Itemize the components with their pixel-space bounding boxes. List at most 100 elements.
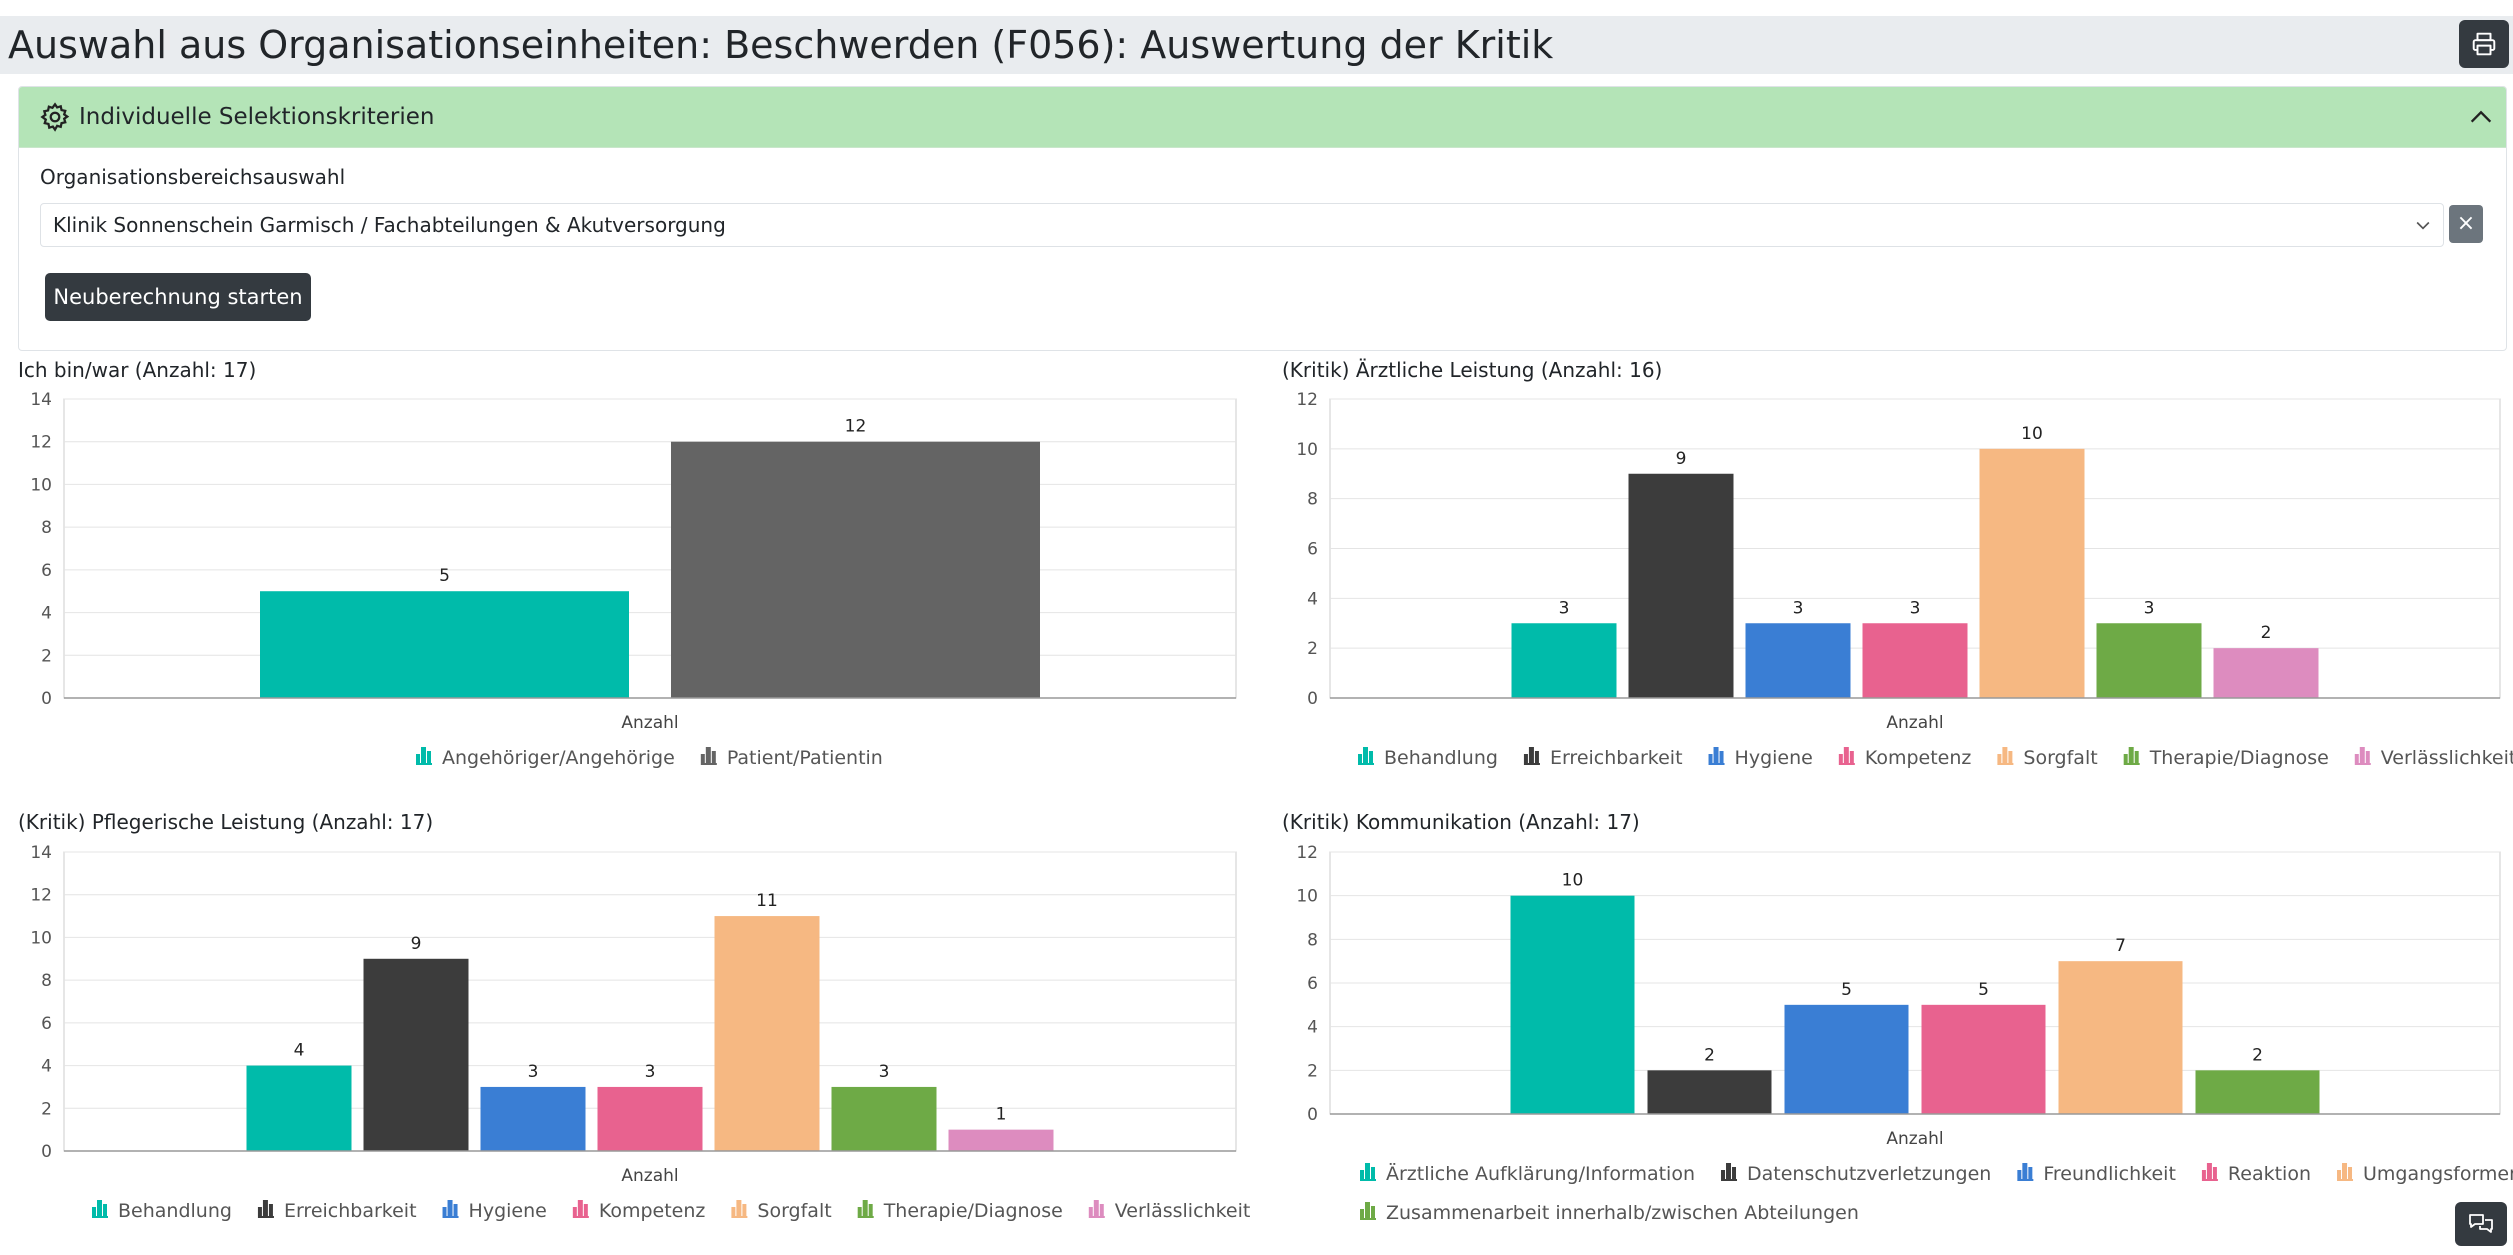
- page-title: Auswahl aus Organisationseinheiten: Besc…: [8, 23, 1554, 67]
- bar[interactable]: [260, 591, 629, 698]
- legend-item[interactable]: Patient/Patientin: [700, 747, 883, 769]
- bar-value-label: 4: [294, 1041, 305, 1061]
- legend-label: Patient/Patientin: [727, 747, 883, 769]
- legend-label: Erreichbarkeit: [1550, 747, 1683, 769]
- bar-value-label: 1: [996, 1105, 1007, 1125]
- legend-item[interactable]: Freundlichkeit: [2017, 1163, 2176, 1185]
- bar-value-label: 3: [1910, 598, 1921, 618]
- legend-label: Behandlung: [118, 1200, 232, 1222]
- legend-label: Sorgfalt: [2023, 747, 2097, 769]
- y-tick-label: 8: [1307, 930, 1318, 950]
- bar[interactable]: [1784, 1004, 1909, 1114]
- y-tick-label: 12: [1296, 843, 1318, 863]
- selection-criteria-card: Individuelle Selektionskriterien Organis…: [18, 86, 2507, 351]
- chart-1: 0 2 4 6 8 10 12 3 9 3 3 10 3 2 Anzahl Behandlung Erreich…: [1296, 390, 2513, 769]
- bar[interactable]: [597, 1086, 703, 1151]
- legend-label: Therapie/Diagnose: [883, 1200, 1063, 1222]
- bar[interactable]: [2058, 961, 2183, 1114]
- selection-criteria-header[interactable]: Individuelle Selektionskriterien: [19, 87, 2506, 148]
- feedback-button[interactable]: [2455, 1202, 2507, 1246]
- page-title-bar: Auswahl aus Organisationseinheiten: Besc…: [0, 16, 2513, 74]
- bar-chart-icon: [1360, 1163, 1376, 1181]
- bar[interactable]: [1862, 623, 1968, 698]
- y-tick-label: 12: [1296, 390, 1318, 410]
- chart-title-pflegerische-leistung: (Kritik) Pflegerische Leistung (Anzahl: …: [18, 810, 434, 834]
- bar-value-label: 9: [1676, 449, 1687, 469]
- y-tick-label: 14: [30, 390, 52, 410]
- bar[interactable]: [948, 1129, 1054, 1151]
- bar-chart-icon: [731, 1200, 748, 1218]
- bar[interactable]: [246, 1065, 352, 1151]
- legend-label: Kompetenz: [599, 1200, 706, 1222]
- legend-item[interactable]: Hygiene: [1708, 747, 1813, 769]
- y-tick-label: 14: [30, 843, 52, 863]
- chart-title-kommunikation: (Kritik) Kommunikation (Anzahl: 17): [1282, 810, 1640, 834]
- y-tick-label: 10: [1296, 887, 1318, 907]
- bar[interactable]: [2096, 623, 2202, 698]
- bar-chart-icon: [1708, 747, 1725, 765]
- legend-item[interactable]: Sorgfalt: [731, 1200, 832, 1222]
- x-category-label: Anzahl: [1886, 1129, 1943, 1149]
- legend-item[interactable]: Reaktion: [2201, 1163, 2311, 1185]
- legend-label: Umgangsformen: [2363, 1163, 2513, 1185]
- organization-select[interactable]: Klinik Sonnenschein Garmisch / Fachabtei…: [40, 203, 2444, 247]
- legend-item[interactable]: Umgangsformen: [2337, 1163, 2513, 1185]
- legend-item[interactable]: Kompetenz: [572, 1200, 706, 1222]
- bar[interactable]: [1511, 623, 1617, 698]
- bar-value-label: 3: [1559, 598, 1570, 618]
- legend-item[interactable]: Therapie/Diagnose: [2123, 747, 2329, 769]
- y-tick-label: 12: [30, 433, 52, 453]
- bar-value-label: 3: [645, 1062, 656, 1082]
- bar[interactable]: [480, 1086, 586, 1151]
- x-category-label: Anzahl: [621, 713, 678, 733]
- bar-chart-icon: [1088, 1200, 1105, 1218]
- legend-item[interactable]: Behandlung: [1358, 747, 1498, 769]
- bar[interactable]: [2213, 648, 2319, 698]
- bar[interactable]: [671, 441, 1040, 698]
- legend-label: Zusammenarbeit innerhalb/zwischen Abteil…: [1386, 1202, 1859, 1224]
- y-tick-label: 4: [41, 1057, 52, 1077]
- organization-field-label: Organisationsbereichsauswahl: [40, 165, 346, 189]
- y-tick-label: 0: [41, 1142, 52, 1162]
- legend-item[interactable]: Angehöriger/Angehörige: [416, 747, 675, 769]
- legend-label: Freundlichkeit: [2043, 1163, 2176, 1185]
- legend-item[interactable]: Zusammenarbeit innerhalb/zwischen Abteil…: [1360, 1202, 1859, 1224]
- bar-value-label: 5: [1978, 980, 1989, 1000]
- bar-chart-icon: [416, 747, 432, 765]
- legend-item[interactable]: Datenschutzverletzungen: [1721, 1163, 1991, 1185]
- legend-label: Verlässlichkeit: [1115, 1200, 1251, 1222]
- bar[interactable]: [2195, 1070, 2320, 1114]
- bar-chart-icon: [700, 747, 717, 765]
- recalculate-button[interactable]: Neuberechnung starten: [45, 273, 311, 321]
- legend-item[interactable]: Sorgfalt: [1997, 747, 2098, 769]
- chevron-down-icon: [2416, 221, 2430, 230]
- bar[interactable]: [1628, 473, 1734, 698]
- legend-label: Behandlung: [1384, 747, 1498, 769]
- bar-value-label: 12: [845, 417, 867, 437]
- legend-item[interactable]: Erreichbarkeit: [1523, 747, 1683, 769]
- legend-item[interactable]: Erreichbarkeit: [257, 1200, 417, 1222]
- legend-item[interactable]: Hygiene: [442, 1200, 547, 1222]
- bar[interactable]: [1510, 895, 1635, 1114]
- y-tick-label: 4: [1307, 1018, 1318, 1038]
- legend-item[interactable]: Ärztliche Aufklärung/Information: [1360, 1162, 1695, 1185]
- bar[interactable]: [831, 1086, 937, 1151]
- bar[interactable]: [1979, 448, 2085, 698]
- y-tick-label: 0: [1307, 1105, 1318, 1125]
- clear-selection-button[interactable]: ×: [2449, 205, 2483, 243]
- bar[interactable]: [1647, 1070, 1772, 1114]
- legend-item[interactable]: Behandlung: [92, 1200, 232, 1222]
- print-button[interactable]: [2459, 20, 2509, 68]
- bar[interactable]: [1745, 623, 1851, 698]
- bar[interactable]: [714, 916, 820, 1151]
- legend-label: Therapie/Diagnose: [2149, 747, 2329, 769]
- y-tick-label: 0: [1307, 689, 1318, 709]
- chevron-up-icon[interactable]: [2467, 103, 2495, 131]
- bar[interactable]: [363, 958, 469, 1151]
- legend-item[interactable]: Verlässlichkeit: [2354, 747, 2513, 769]
- legend-item[interactable]: Kompetenz: [1838, 747, 1972, 769]
- legend-item[interactable]: Therapie/Diagnose: [857, 1200, 1063, 1222]
- x-category-label: Anzahl: [1886, 713, 1943, 733]
- legend-item[interactable]: Verlässlichkeit: [1088, 1200, 1251, 1222]
- bar[interactable]: [1921, 1004, 2046, 1114]
